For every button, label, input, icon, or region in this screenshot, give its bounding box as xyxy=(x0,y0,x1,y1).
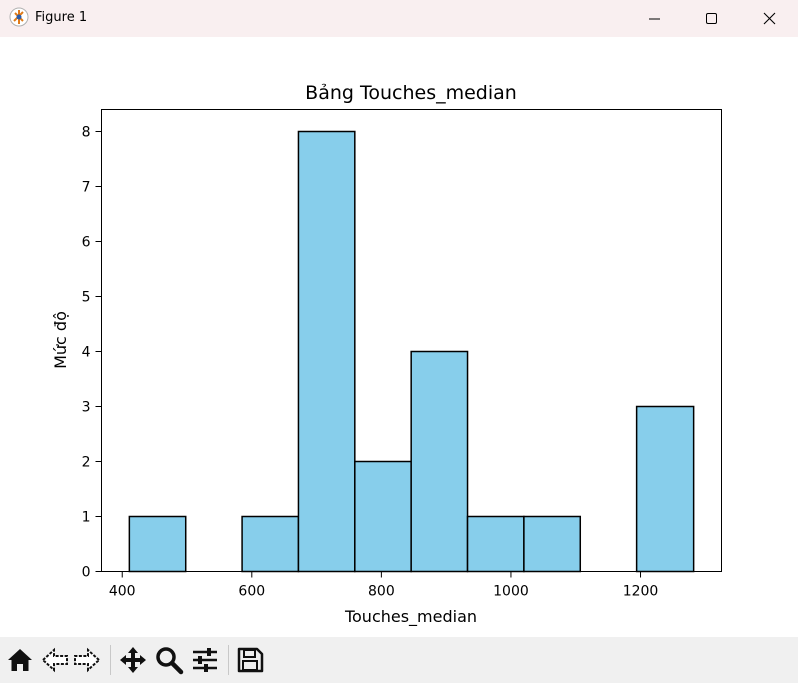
back-button[interactable] xyxy=(40,645,70,675)
zoom-icon xyxy=(156,647,184,675)
app-icon xyxy=(9,7,29,27)
y-axis-label: Mức độ xyxy=(51,311,70,369)
chart-title: Bảng Touches_median xyxy=(305,82,517,104)
minimize-icon xyxy=(649,18,660,20)
histogram-bar xyxy=(241,515,300,573)
home-button[interactable] xyxy=(5,645,35,675)
y-tick-label: 4 xyxy=(82,345,91,361)
configure-button[interactable] xyxy=(190,645,220,675)
maximize-icon xyxy=(706,13,717,24)
save-button[interactable] xyxy=(235,645,265,675)
y-tick-label: 0 xyxy=(82,565,91,581)
save-icon xyxy=(237,647,264,673)
x-axis-ticks: 400 600 800 1000 1200 xyxy=(109,571,659,600)
forward-button[interactable] xyxy=(72,645,102,675)
y-tick-label: 8 xyxy=(82,125,91,141)
close-button[interactable] xyxy=(742,0,798,37)
y-tick-label: 2 xyxy=(82,455,91,471)
x-tick-label: 1000 xyxy=(493,584,529,600)
histogram-bar xyxy=(410,350,469,573)
histogram-bar xyxy=(354,460,412,573)
x-axis-label: Touches_median xyxy=(344,607,477,627)
toolbar-separator xyxy=(228,645,229,675)
forward-icon xyxy=(74,647,101,673)
histogram-chart: Bảng Touches_median 400 600 800 1000 1200 0 1… xyxy=(51,82,722,627)
zoom-button[interactable] xyxy=(154,645,184,675)
maximize-button[interactable] xyxy=(684,0,740,37)
y-tick-label: 7 xyxy=(82,180,91,196)
y-tick-label: 6 xyxy=(82,235,91,251)
x-tick-label: 1200 xyxy=(623,584,659,600)
close-icon xyxy=(763,12,776,25)
y-tick-label: 1 xyxy=(82,510,91,526)
minimize-button[interactable] xyxy=(627,0,683,37)
figure-canvas[interactable]: Bảng Touches_median 400 600 800 1000 1200 0 1… xyxy=(0,37,798,637)
configure-icon xyxy=(193,648,217,672)
toolbar-separator xyxy=(110,645,111,675)
histogram-bar xyxy=(466,515,525,573)
histogram-bar xyxy=(297,130,356,573)
histogram-bar xyxy=(128,515,187,573)
y-axis-ticks: 0 1 2 3 4 5 6 7 8 xyxy=(82,125,102,581)
x-tick-label: 400 xyxy=(109,584,136,600)
y-tick-label: 3 xyxy=(82,400,91,416)
bars xyxy=(128,130,695,573)
x-tick-label: 800 xyxy=(368,584,395,600)
x-tick-label: 600 xyxy=(238,584,265,600)
histogram-bar xyxy=(523,515,582,573)
window-title: Figure 1 xyxy=(35,10,88,25)
histogram-bar xyxy=(635,405,695,573)
home-icon xyxy=(8,649,32,671)
y-tick-label: 5 xyxy=(82,290,91,306)
navigation-toolbar xyxy=(0,637,798,683)
title-bar: Figure 1 xyxy=(0,0,798,37)
back-icon xyxy=(41,647,68,673)
axes-frame xyxy=(101,109,722,572)
pan-button[interactable] xyxy=(118,645,148,675)
pan-icon xyxy=(120,647,146,673)
